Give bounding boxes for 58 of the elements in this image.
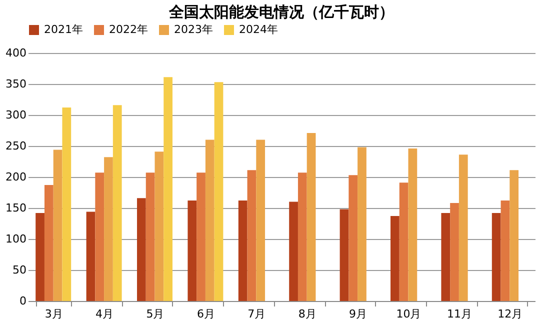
bar [441,212,450,301]
legend-label: 2021年 [44,23,83,36]
y-tick-label: 300 [6,108,26,122]
bar [36,212,44,301]
bar [104,157,113,301]
bar [205,140,214,301]
y-tick-label: 200 [6,170,26,184]
x-tick-label: 10月 [396,308,422,320]
bar [510,170,519,301]
chart-title: 全国太阳能发电情况（亿千瓦时） [168,3,394,21]
x-tick-label: 4月 [96,308,114,320]
bar [492,212,501,301]
y-tick-label: 400 [6,46,26,60]
bar [408,148,418,301]
bar [44,185,54,301]
bar [188,200,197,301]
bar [154,152,164,301]
bar [146,172,155,301]
bar [340,209,349,301]
bar [214,82,224,301]
bar [53,150,62,301]
x-tick-label: 9月 [349,308,368,320]
bar [247,170,256,301]
x-tick-label: 5月 [146,308,164,320]
x-tick-label: 8月 [298,308,316,320]
legend-label: 2023年 [174,23,213,36]
bar [289,202,298,301]
bar [62,108,72,301]
bar [348,175,358,301]
x-tick-label: 11月 [446,308,472,320]
bar [450,203,459,301]
legend-label: 2022年 [109,23,148,36]
bar [164,77,172,301]
y-tick-label: 50 [12,264,26,276]
y-tick-label: 100 [6,232,26,246]
bar [112,105,122,301]
bar [390,216,400,301]
bar [238,200,248,301]
bar [306,132,316,301]
y-tick-label: 150 [6,202,26,214]
bar [196,172,206,301]
bar [458,154,468,301]
bar [298,172,307,301]
bar [358,147,366,301]
bar [256,140,266,301]
x-tick-label: 3月 [44,308,63,320]
bar [399,182,408,301]
y-tick-label: 350 [6,78,26,90]
bar [86,212,96,301]
bar [95,172,104,301]
x-tick-label: 6月 [196,308,215,320]
x-tick-label: 12月 [498,308,523,320]
x-tick-label: 7月 [248,308,266,320]
bar [137,198,146,301]
legend-label: 2024年 [239,23,278,36]
bar [500,200,510,301]
y-tick-label: 0 [20,294,26,308]
y-tick-label: 250 [6,140,26,152]
